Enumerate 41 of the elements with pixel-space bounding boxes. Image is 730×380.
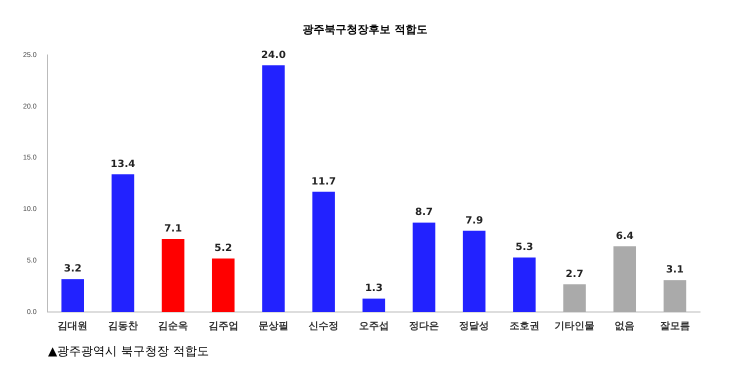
x-tick-label: 김대원 [58, 320, 88, 332]
data-label: 3.1 [666, 264, 684, 276]
bar [312, 192, 335, 312]
x-tick-label: 김주업 [208, 320, 238, 332]
text: ▲광주광역시 북구청장 적합도 [48, 343, 209, 360]
data-label: 3.2 [64, 264, 82, 275]
bar [613, 246, 636, 312]
bar [563, 284, 586, 312]
data-label: 7.1 [164, 224, 182, 235]
x-tick-label: 김순옥 [158, 320, 188, 332]
bar [262, 65, 285, 312]
x-tick-label: 조호권 [509, 320, 540, 332]
data-label: 13.4 [110, 158, 136, 170]
bar [162, 239, 184, 312]
x-tick-label: 신수정 [308, 320, 339, 332]
x-tick-label: 정달성 [459, 320, 490, 332]
bar [462, 230, 486, 312]
bar [212, 258, 235, 312]
data-label: 5.3 [516, 242, 534, 254]
bar [664, 280, 686, 312]
bar [513, 258, 536, 312]
x-tick-label: 기타인물 [554, 320, 595, 332]
x-tick-label: 오주섭 [358, 320, 389, 332]
data-label: 11.7 [311, 176, 336, 188]
bar [362, 298, 386, 312]
data-label: 5.2 [214, 243, 232, 254]
data-label: 24.0 [261, 50, 286, 61]
x-tick-label: 문상필 [258, 320, 288, 332]
data-label: 7.9 [465, 215, 484, 226]
data-label: 8.7 [415, 207, 433, 218]
data-label: 2.7 [566, 268, 584, 280]
data-label: 1.3 [364, 283, 383, 294]
x-tick-label: 김동찬 [108, 320, 138, 332]
x-tick-label: 정다은 [408, 320, 439, 332]
x-tick-label: 없음 [614, 320, 635, 332]
bar [61, 279, 84, 312]
bar [112, 174, 134, 312]
chart-title: 광주북구청장후보 적합도 [302, 22, 428, 37]
data-label: 6.4 [616, 230, 634, 242]
x-tick-label: 잘모름 [660, 320, 690, 332]
bar [412, 222, 436, 312]
